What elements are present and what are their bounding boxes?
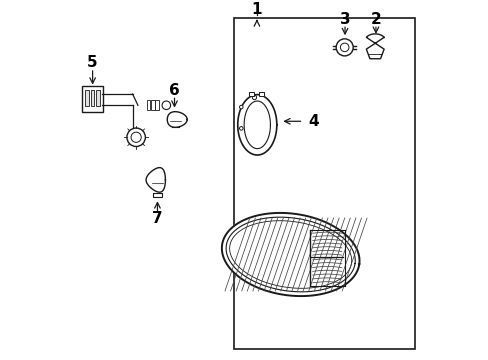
- Polygon shape: [167, 112, 187, 127]
- Bar: [155, 100, 159, 110]
- Circle shape: [239, 127, 243, 130]
- Text: 2: 2: [370, 12, 381, 27]
- Text: 4: 4: [308, 114, 319, 129]
- Circle shape: [252, 95, 256, 100]
- Polygon shape: [222, 213, 359, 296]
- Text: 5: 5: [87, 55, 98, 70]
- Polygon shape: [146, 168, 165, 192]
- Bar: [259, 92, 264, 96]
- Bar: [249, 92, 254, 96]
- Bar: [233, 18, 414, 348]
- Circle shape: [340, 43, 348, 51]
- Bar: [96, 90, 100, 106]
- Text: 7: 7: [152, 211, 163, 226]
- Text: 6: 6: [169, 82, 180, 98]
- Bar: [146, 100, 150, 110]
- Bar: [90, 90, 94, 106]
- Circle shape: [239, 105, 243, 109]
- Circle shape: [335, 39, 352, 56]
- Polygon shape: [366, 34, 384, 59]
- Circle shape: [127, 128, 145, 147]
- Polygon shape: [237, 95, 276, 155]
- Bar: [153, 193, 162, 197]
- Circle shape: [162, 101, 170, 109]
- Circle shape: [131, 132, 141, 142]
- Bar: [85, 90, 88, 106]
- FancyBboxPatch shape: [81, 86, 103, 112]
- Text: 3: 3: [339, 12, 349, 27]
- Bar: [151, 100, 154, 110]
- Text: 1: 1: [251, 2, 262, 17]
